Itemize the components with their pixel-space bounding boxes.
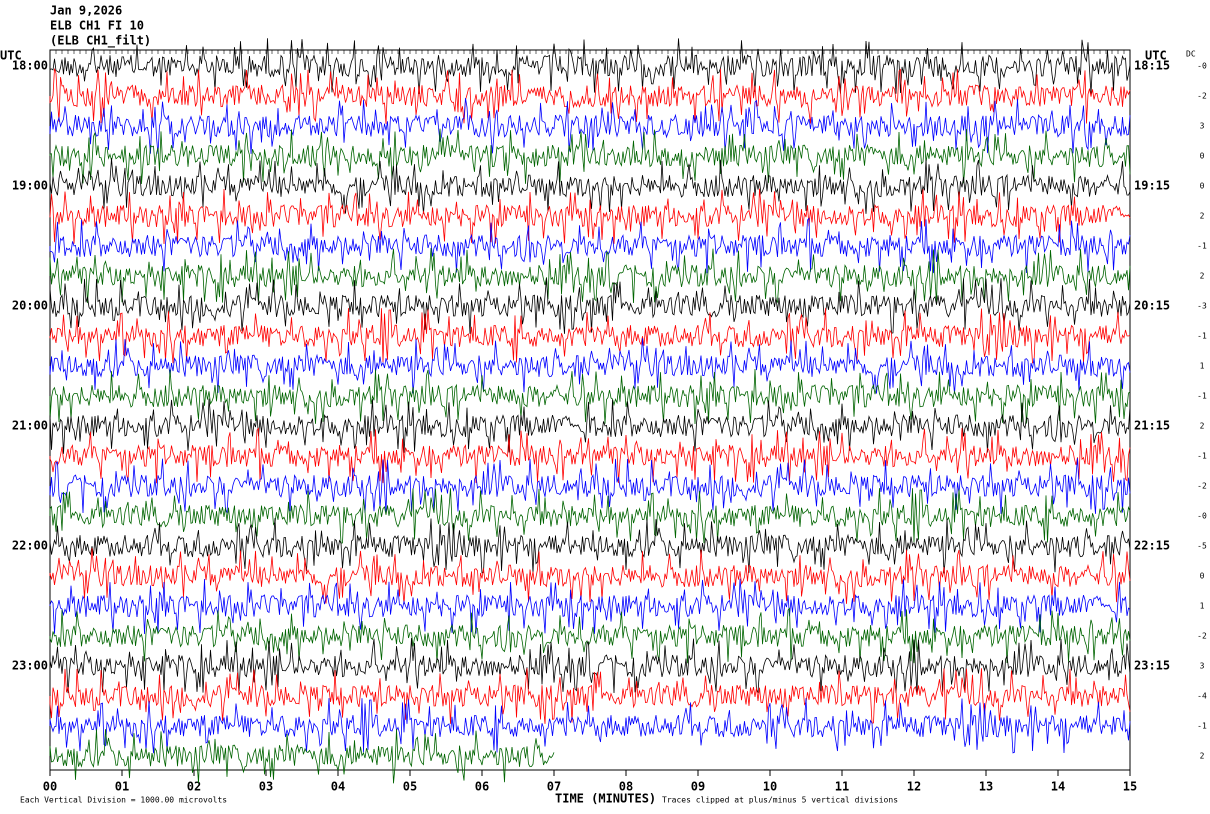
x-tick-label: 12 — [907, 780, 921, 794]
title-line: Jan 9,2026 — [50, 4, 122, 18]
dc-label: DC — [1186, 50, 1196, 59]
footer-right: Traces clipped at plus/minus 5 vertical … — [662, 796, 898, 805]
x-tick-label: 01 — [115, 780, 129, 794]
x-tick-label: 11 — [835, 780, 849, 794]
trace — [49, 698, 1131, 754]
right-hour-label: 21:15 — [1134, 419, 1170, 433]
trace — [49, 398, 1131, 454]
title-line: ELB CH1 FI 10 — [50, 19, 144, 33]
dc-value: -1 — [1197, 722, 1207, 731]
dc-value: -1 — [1197, 242, 1207, 251]
dc-value: -1 — [1197, 332, 1207, 341]
dc-value: -1 — [1197, 452, 1207, 461]
trace — [49, 458, 1131, 514]
dc-value: -3 — [1197, 302, 1207, 311]
trace — [49, 518, 1131, 574]
trace — [49, 728, 555, 784]
dc-value: -0 — [1197, 62, 1207, 71]
dc-value: 2 — [1200, 752, 1205, 761]
trace — [49, 368, 1131, 425]
trace — [49, 38, 1131, 95]
trace — [49, 668, 1131, 724]
trace — [49, 158, 1131, 214]
x-tick-label: 13 — [979, 780, 993, 794]
x-tick-label: 05 — [403, 780, 417, 794]
dc-value: 2 — [1200, 422, 1205, 431]
x-tick-label: 07 — [547, 780, 561, 794]
x-tick-label: 14 — [1051, 780, 1065, 794]
dc-value: 0 — [1200, 182, 1205, 191]
x-tick-label: 03 — [259, 780, 273, 794]
right-hour-label: 22:15 — [1134, 539, 1170, 553]
dc-value: -2 — [1197, 632, 1207, 641]
dc-value: 1 — [1200, 602, 1205, 611]
dc-value: 2 — [1200, 212, 1205, 221]
x-tick-label: 08 — [619, 780, 633, 794]
dc-value: 2 — [1200, 272, 1205, 281]
trace — [49, 308, 1131, 364]
x-tick-label: 15 — [1123, 780, 1137, 794]
trace — [49, 278, 1131, 334]
trace — [49, 188, 1131, 245]
dc-value: -2 — [1197, 92, 1207, 101]
dc-value: 0 — [1200, 152, 1205, 161]
trace — [49, 488, 1131, 544]
trace — [49, 68, 1131, 124]
dc-value: -0 — [1197, 512, 1207, 521]
right-hour-label: 19:15 — [1134, 179, 1170, 193]
right-hour-label: 20:15 — [1134, 299, 1170, 313]
dc-value: -1 — [1197, 392, 1207, 401]
right-hour-label: 18:15 — [1134, 59, 1170, 73]
dc-value: -4 — [1197, 692, 1207, 701]
left-hour-label: 20:00 — [12, 299, 48, 313]
x-tick-label: 00 — [43, 780, 57, 794]
dc-value: 0 — [1200, 572, 1205, 581]
x-tick-label: 04 — [331, 780, 345, 794]
trace — [49, 578, 1131, 635]
trace — [49, 128, 1131, 185]
trace — [49, 217, 1131, 274]
trace — [49, 338, 1131, 394]
x-tick-label: 06 — [475, 780, 489, 794]
x-tick-label: 09 — [691, 780, 705, 794]
left-hour-label: 19:00 — [12, 179, 48, 193]
left-hour-label: 21:00 — [12, 419, 48, 433]
dc-value: 1 — [1200, 362, 1205, 371]
x-axis-label: TIME (MINUTES) — [555, 792, 656, 806]
trace — [49, 98, 1131, 154]
footer-left: Each Vertical Division = 1000.00 microvo… — [20, 796, 227, 805]
trace — [49, 427, 1131, 484]
left-hour-label: 23:00 — [12, 659, 48, 673]
x-tick-label: 10 — [763, 780, 777, 794]
title-line: (ELB CH1_filt) — [50, 34, 151, 49]
left-hour-label: 18:00 — [12, 59, 48, 73]
x-tick-label: 02 — [187, 780, 201, 794]
left-hour-label: 22:00 — [12, 539, 48, 553]
trace — [49, 247, 1131, 304]
right-axis-label: UTC — [1145, 49, 1167, 63]
dc-value: 3 — [1200, 662, 1205, 671]
trace — [49, 548, 1131, 604]
left-axis-label: UTC — [0, 49, 22, 63]
trace — [49, 607, 1131, 664]
dc-value: -5 — [1197, 542, 1207, 551]
dc-value: -2 — [1197, 482, 1207, 491]
right-hour-label: 23:15 — [1134, 659, 1170, 673]
trace — [49, 637, 1131, 694]
dc-value: 3 — [1200, 122, 1205, 131]
